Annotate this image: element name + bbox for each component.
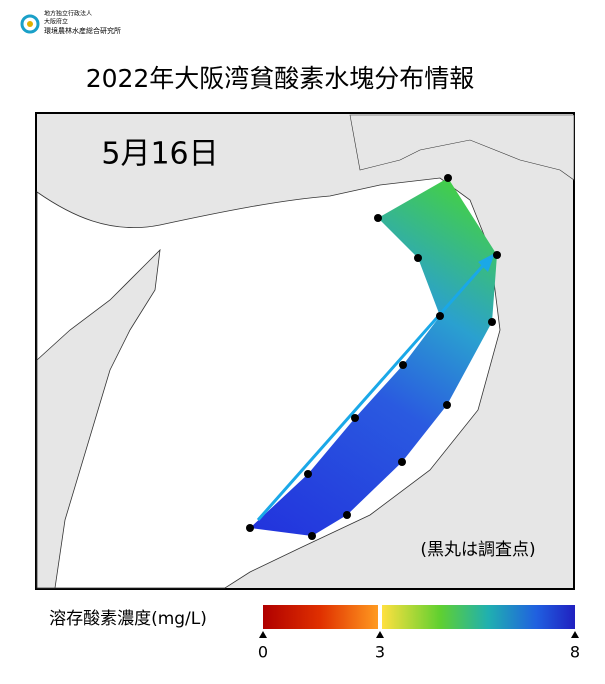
colorbar-tick-label: 3 xyxy=(375,643,385,662)
org-line: 大阪府立 xyxy=(44,18,68,26)
colorbar-high xyxy=(382,605,575,629)
survey-points xyxy=(246,174,501,540)
date: 5月16日 xyxy=(101,137,218,172)
logo xyxy=(20,14,40,34)
survey-route xyxy=(256,259,490,521)
org-line: 地方独立行政法人 xyxy=(44,10,92,18)
colorbar-tick xyxy=(571,631,579,638)
colorbar-low xyxy=(263,605,378,629)
colorbar-tick xyxy=(259,631,267,638)
colorbar-tick-label: 8 xyxy=(570,643,580,662)
colorbar: 0 3 8 xyxy=(258,605,580,662)
title: 2022年大阪湾貧酸素水塊分布情報 xyxy=(86,64,475,93)
do-distribution xyxy=(250,178,497,536)
map: 5月16日 (黒丸は調査点) xyxy=(35,112,575,590)
colorbar-label: 溶存酸素濃度(mg/L) xyxy=(49,609,207,629)
colorbar-tick xyxy=(376,631,384,638)
colorbar-tick-label: 0 xyxy=(258,643,268,662)
org-line: 環境農林水産総合研究所 xyxy=(44,26,121,35)
note: (黒丸は調査点) xyxy=(420,540,535,560)
